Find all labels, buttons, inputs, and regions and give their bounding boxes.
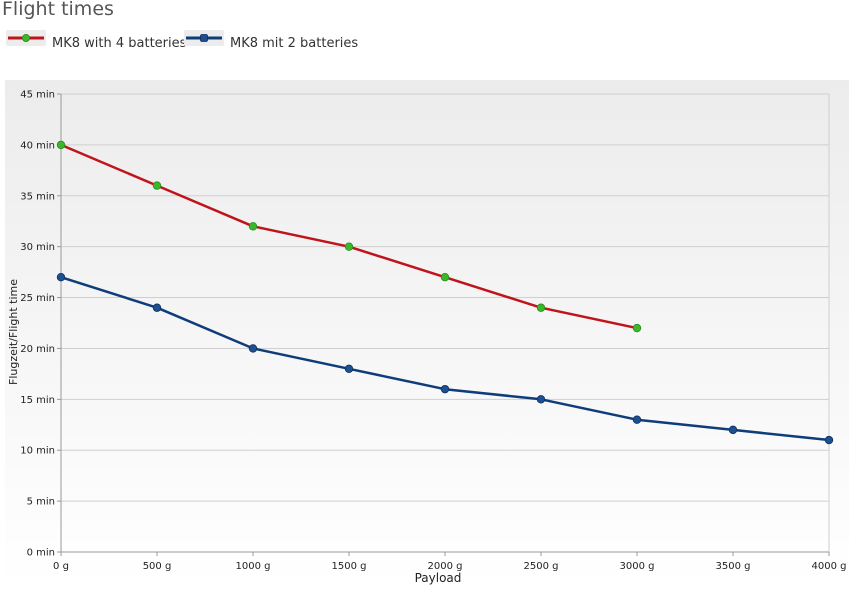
y-tick-label: 25 min <box>20 293 55 304</box>
y-tick-label: 5 min <box>27 497 55 508</box>
x-tick-label: 2500 g <box>524 561 559 572</box>
series-1-point <box>152 181 162 190</box>
x-tick-label: 4000 g <box>812 561 847 572</box>
x-tick-label: 3000 g <box>620 561 655 572</box>
x-axis-label: Payload <box>415 571 462 585</box>
legend-swatch-series-1 <box>6 30 46 46</box>
series-1-point <box>344 242 354 251</box>
series-1-point <box>248 222 258 231</box>
chart-panel: 0 min 5 min 10 min 15 min 20 min 25 min 30 min… <box>5 80 849 585</box>
y-tick-label: 0 min <box>27 548 55 559</box>
y-tick-label: 45 min <box>20 90 55 101</box>
x-tick-label: 0 g <box>53 561 69 572</box>
series-2-point <box>728 425 738 435</box>
y-tick-label: 20 min <box>20 344 55 355</box>
series-1-point <box>536 303 546 312</box>
x-tick-label: 1500 g <box>332 561 367 572</box>
y-axis-label: Flugzeit/Flight time <box>7 279 20 385</box>
line-chart: 0 min 5 min 10 min 15 min 20 min 25 min 30 min… <box>5 80 849 585</box>
series-2-point <box>632 415 642 424</box>
series-markers <box>56 140 834 445</box>
y-tick-label: 15 min <box>20 395 55 406</box>
series-2-point <box>440 384 450 394</box>
series-2-point <box>248 344 258 353</box>
series-2-point <box>536 395 546 404</box>
series-2-point <box>152 303 162 312</box>
y-tick-label: 40 min <box>20 140 55 151</box>
x-tick-label: 3500 g <box>716 561 751 572</box>
legend-swatch-series-2 <box>184 30 224 46</box>
y-tick-label: 10 min <box>20 446 55 457</box>
x-tick-label: 1000 g <box>236 561 271 572</box>
axes: 0 min 5 min 10 min 15 min 20 min 25 min 30 min… <box>20 90 846 573</box>
chart-title: Flight times <box>2 0 114 20</box>
legend-label-series-2: MK8 mit 2 batteries <box>230 36 359 51</box>
series-2-point <box>344 364 354 373</box>
series-1-point <box>56 140 66 150</box>
series-1-point <box>440 272 450 282</box>
x-tick-label: 500 g <box>143 561 172 572</box>
legend-label-series-1: MK8 with 4 batteries <box>52 36 187 51</box>
series-2-point <box>824 435 834 445</box>
chart-background <box>5 80 849 585</box>
x-tick-label: 2000 g <box>428 561 463 572</box>
y-tick-label: 30 min <box>20 242 55 253</box>
y-tick-label: 35 min <box>20 191 55 202</box>
grid <box>61 93 830 553</box>
series-2-point <box>56 272 66 282</box>
series-1-point <box>632 323 642 333</box>
